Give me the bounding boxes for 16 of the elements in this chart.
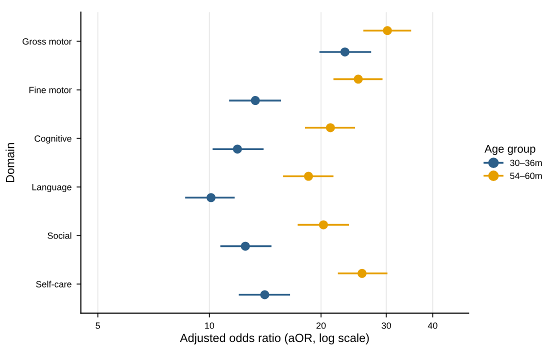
y-tick-label: Gross motor xyxy=(22,38,72,45)
x-tick-label: 40 xyxy=(428,322,438,329)
legend-label: 54–60m xyxy=(510,172,542,180)
x-tick-label: 5 xyxy=(96,322,100,329)
x-tick-label: 20 xyxy=(316,322,326,329)
x-tick-label: 10 xyxy=(205,322,214,329)
legend-label: 30–36m xyxy=(510,160,542,166)
y-tick-label: Social xyxy=(48,232,72,239)
y-tick-label: Cognitive xyxy=(34,135,72,144)
y-tick-label: Self-care xyxy=(36,280,72,288)
y-tick-label: Language xyxy=(32,184,72,192)
x-axis-title: Adjusted odds ratio (aOR, log scale) xyxy=(180,333,369,344)
y-tick-label: Fine motor xyxy=(29,86,72,94)
x-tick-label: 30 xyxy=(382,322,392,329)
y-axis-title: Domain xyxy=(6,143,14,182)
legend-title: Age group xyxy=(484,144,536,155)
